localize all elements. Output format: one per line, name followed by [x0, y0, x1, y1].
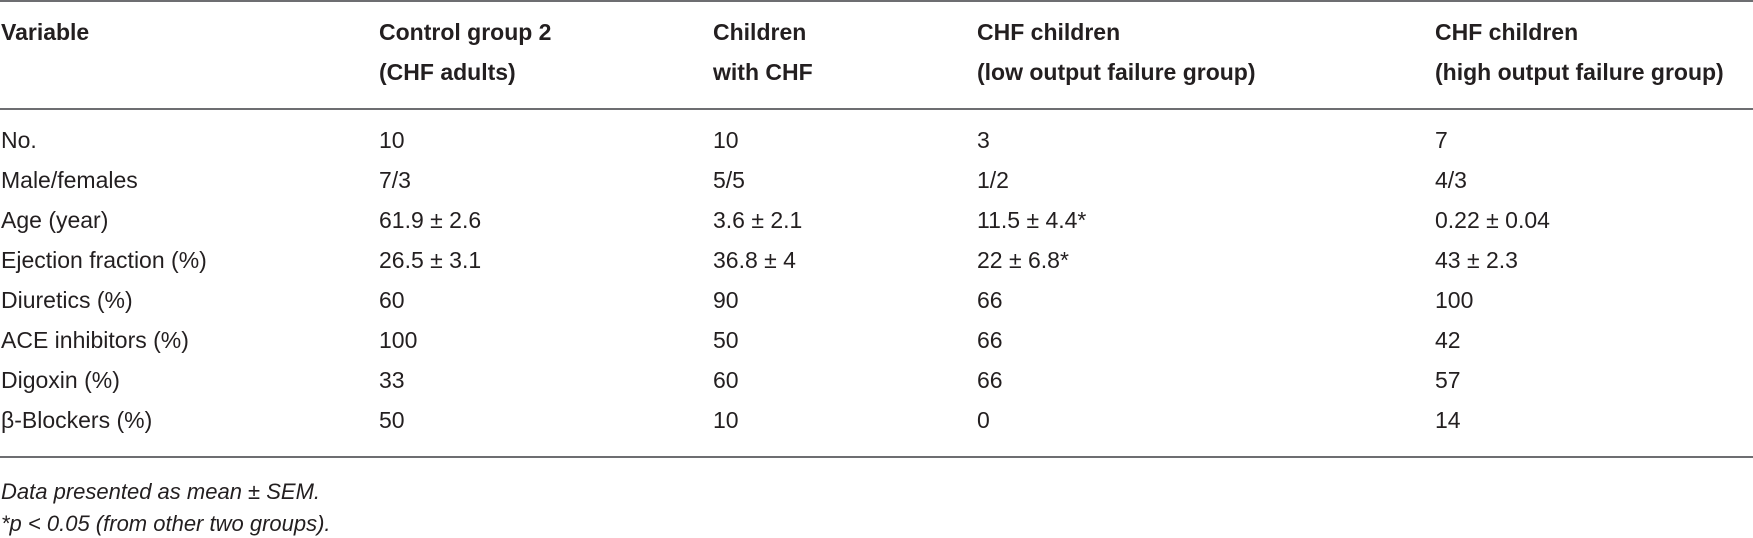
table-cell: 3.6 ± 2.1: [713, 207, 803, 233]
table-cell: ACE inhibitors (%): [1, 327, 189, 353]
table-cell: 100: [1435, 287, 1474, 313]
footnote-data-presentation: Data presented as mean ± SEM.: [1, 479, 321, 504]
table-cell: 60: [713, 367, 739, 393]
table-cell: Male/females: [1, 167, 138, 193]
table-cell: 60: [379, 287, 405, 313]
table-cell: 90: [713, 287, 739, 313]
table-cell: No.: [1, 127, 37, 153]
table-cell: 36.8 ± 4: [713, 247, 796, 273]
table-header-rule: [0, 108, 1753, 110]
table-cell: 43 ± 2.3: [1435, 247, 1518, 273]
table-cell: 3: [977, 127, 990, 153]
table-cell: 66: [977, 287, 1003, 313]
table-cell: 42: [1435, 327, 1461, 353]
header-chf-children-low: CHF children (low output failure group): [977, 19, 1256, 85]
table-cell: 61.9 ± 2.6: [379, 207, 482, 233]
footnote-significance: *p < 0.05 (from other two groups).: [1, 511, 331, 536]
table-cell: 50: [713, 327, 739, 353]
table-cell: 10: [713, 127, 739, 153]
table-cell: 7/3: [379, 167, 411, 193]
table-cell: 33: [379, 367, 405, 393]
table-cell: 14: [1435, 407, 1461, 433]
table-cell: 0: [977, 407, 990, 433]
table-bottom-rule: [0, 456, 1753, 458]
table-cell: 10: [713, 407, 739, 433]
table-cell: 22 ± 6.8*: [977, 247, 1069, 273]
table-top-rule: [0, 0, 1753, 2]
table-cell: Digoxin (%): [1, 367, 120, 393]
table-cell: 50: [379, 407, 405, 433]
table-cell: 1/2: [977, 167, 1009, 193]
table-cell: 100: [379, 327, 418, 353]
table-cell: 0.22 ± 0.04: [1435, 207, 1550, 233]
table-cell: Ejection fraction (%): [1, 247, 207, 273]
table-cell: 57: [1435, 367, 1461, 393]
table-cell: 11.5 ± 4.4*: [977, 207, 1087, 233]
table-cell: Diuretics (%): [1, 287, 133, 313]
table-cell: 26.5 ± 3.1: [379, 247, 482, 273]
table-cell: 7: [1435, 127, 1448, 153]
header-chf-children-high: CHF children (high output failure group): [1435, 19, 1724, 85]
header-variable: Variable: [1, 19, 90, 45]
table-cell: 5/5: [713, 167, 745, 193]
header-children-with-chf: Children with CHF: [713, 19, 813, 85]
table-cell: 66: [977, 367, 1003, 393]
table-cell: 10: [379, 127, 405, 153]
table-cell: 66: [977, 327, 1003, 353]
table-cell: β-Blockers (%): [1, 407, 153, 433]
table-cell: 4/3: [1435, 167, 1467, 193]
header-control-group-2: Control group 2 (CHF adults): [379, 19, 552, 85]
table-cell: Age (year): [1, 207, 109, 233]
